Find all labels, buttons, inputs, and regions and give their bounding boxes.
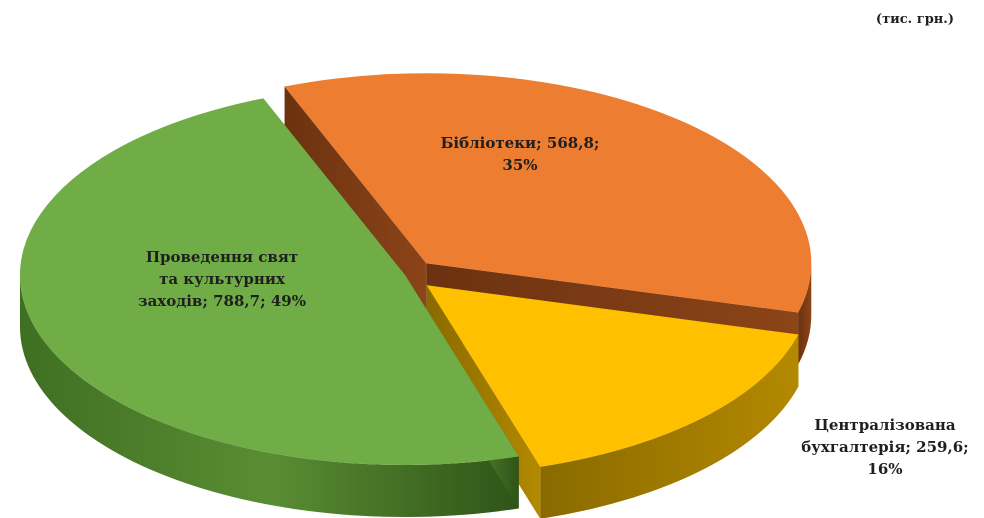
pie-slice-2 <box>19 98 519 466</box>
slice-label-0: Бібліотеки; 568,8; 35% <box>441 134 600 174</box>
slice-label-2: Проведення свят та культурних заходів; 788… <box>138 248 306 310</box>
slice-side-1 <box>540 334 799 518</box>
slice-side-0 <box>798 263 812 365</box>
pie-slice-1 <box>426 285 799 467</box>
slice-side-2 <box>20 275 519 517</box>
unit-note: (тис. грн.) <box>875 12 954 27</box>
pie-slice-0 <box>284 73 812 313</box>
slice-label-1: Централізована бухгалтерія; 259,6; 16% <box>801 416 968 478</box>
